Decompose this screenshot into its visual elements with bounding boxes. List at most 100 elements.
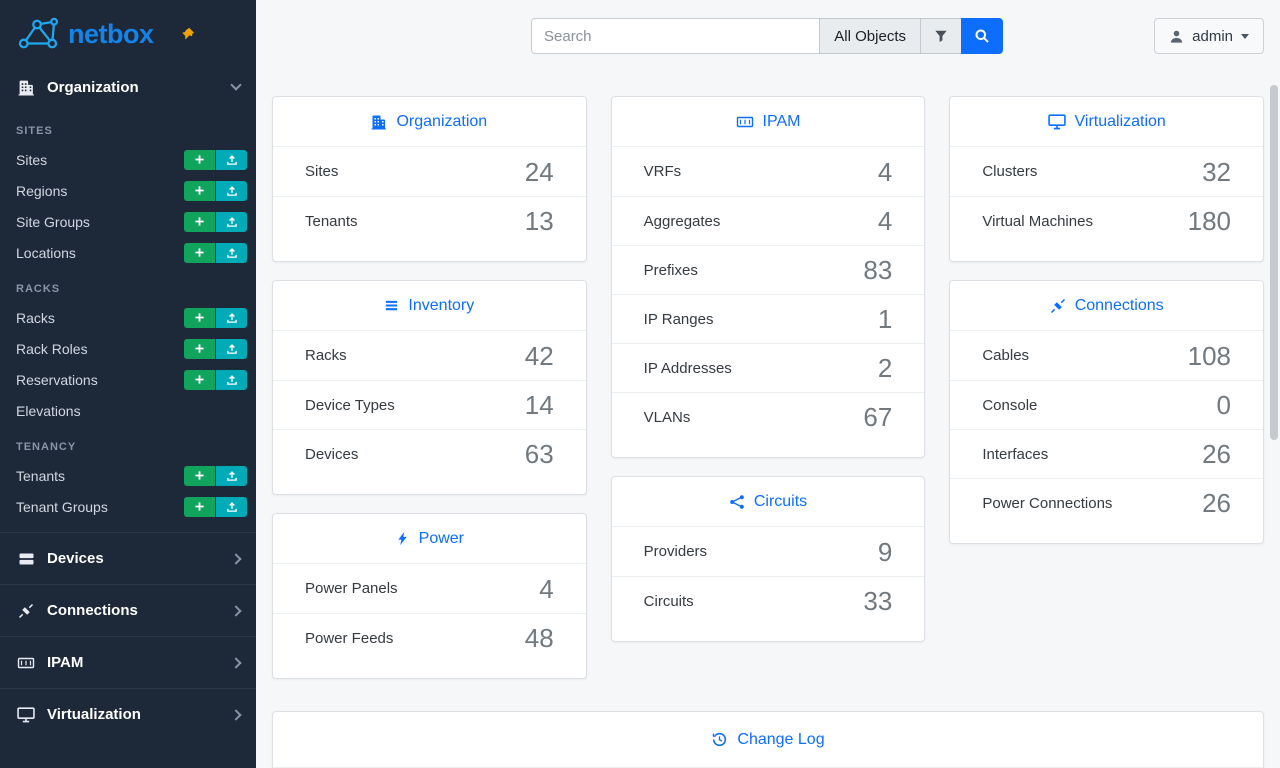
add-button[interactable] [184, 180, 215, 201]
add-button[interactable] [184, 307, 215, 328]
share-nodes-icon [729, 494, 745, 510]
stat-label: Virtual Machines [982, 212, 1093, 230]
section-label: IPAM [47, 654, 84, 671]
section-label: Connections [47, 602, 138, 619]
add-button[interactable] [184, 496, 215, 517]
add-button[interactable] [184, 242, 215, 263]
chevron-right-icon [230, 708, 242, 721]
import-button[interactable] [216, 211, 247, 232]
sidebar-item-site-groups[interactable]: Site Groups [0, 206, 256, 237]
sidebar-item-tenants[interactable]: Tenants [0, 460, 256, 491]
pin-sidebar-icon[interactable] [180, 27, 195, 42]
sidebar-section-connections[interactable]: Connections [0, 584, 256, 636]
sidebar-header: netbox [0, 0, 256, 64]
stat-value[interactable]: 13 [524, 206, 554, 236]
stat-value[interactable]: 14 [524, 390, 554, 420]
netbox-logo-icon [16, 16, 60, 52]
stat-value[interactable]: 24 [524, 156, 554, 187]
stat-value[interactable]: 108 [1187, 340, 1232, 371]
add-button[interactable] [184, 149, 215, 170]
stat-value[interactable]: 42 [524, 340, 554, 371]
stat-value[interactable]: 4 [877, 206, 893, 236]
object-type-select[interactable]: All Objects [819, 18, 921, 54]
stat-value[interactable]: 4 [539, 573, 554, 604]
stat-value[interactable]: 180 [1187, 206, 1232, 236]
sidebar-item-sites[interactable]: Sites [0, 144, 256, 175]
search-input[interactable] [531, 18, 821, 54]
add-button[interactable] [184, 211, 215, 232]
import-button[interactable] [216, 180, 247, 201]
import-button[interactable] [216, 496, 247, 517]
stat-value[interactable]: 48 [524, 623, 554, 653]
card-ipam: IPAM VRFs 4 Aggregates 4 Prefixes 83 [610, 96, 926, 458]
user-menu-button[interactable]: admin [1154, 18, 1264, 54]
item-actions [184, 242, 247, 263]
item-actions [184, 307, 247, 328]
card-connections: Connections Cables 108 Console 0 Interfa… [949, 280, 1265, 544]
sidebar-collapsed-sections: Devices Connections IPAM [0, 532, 256, 740]
card-body: Cables 108 Console 0 Interfaces 26 Power… [950, 331, 1264, 543]
nav-item-label: Locations [16, 244, 76, 261]
building-icon [16, 79, 36, 96]
sidebar-item-reservations[interactable]: Reservations [0, 364, 256, 395]
card-body: Providers 9 Circuits 33 [611, 527, 925, 641]
card-header: Connections [950, 281, 1264, 331]
sidebar-section-virtualization[interactable]: Virtualization [0, 688, 256, 740]
stat-value[interactable]: 63 [524, 439, 554, 469]
user-icon [1169, 29, 1184, 44]
sidebar-item-rack-roles[interactable]: Rack Roles [0, 333, 256, 364]
sidebar-item-regions[interactable]: Regions [0, 175, 256, 206]
card-organization: Organization Sites 24 Tenants 13 [272, 96, 587, 262]
stat-value[interactable]: 83 [863, 255, 893, 285]
scrollbar-thumb[interactable] [1270, 85, 1278, 440]
import-button[interactable] [216, 149, 247, 170]
stat-row: Tenants 13 [273, 196, 586, 245]
stat-value[interactable]: 0 [1216, 390, 1232, 420]
nav-item-label: Tenant Groups [16, 498, 108, 515]
card-inventory: Inventory Racks 42 Device Types 14 Devic… [272, 280, 587, 495]
sidebar-item-elevations[interactable]: Elevations [0, 395, 256, 426]
card-title: IPAM [762, 112, 801, 130]
item-actions [184, 180, 247, 201]
building-icon [371, 114, 387, 130]
import-button[interactable] [216, 307, 247, 328]
card-title: Organization [396, 112, 488, 130]
add-button[interactable] [184, 338, 215, 359]
stat-label: Power Connections [982, 494, 1113, 512]
card-changelog: Change Log [272, 711, 1264, 768]
scrollbar[interactable] [1268, 0, 1280, 768]
stat-value[interactable]: 33 [863, 586, 893, 616]
stat-value[interactable]: 32 [1202, 156, 1232, 187]
search-button[interactable] [961, 18, 1003, 54]
import-button[interactable] [216, 369, 247, 390]
group-heading-racks: RACKS [16, 283, 61, 295]
stat-value[interactable]: 2 [877, 353, 893, 383]
sidebar-section-devices[interactable]: Devices [0, 532, 256, 584]
stat-label: Console [982, 396, 1038, 414]
stat-label: IP Addresses [643, 359, 732, 377]
netbox-logo[interactable]: netbox [16, 16, 154, 52]
sidebar-section-organization[interactable]: Organization [0, 64, 256, 110]
stat-value[interactable]: 26 [1202, 439, 1232, 469]
filter-button[interactable] [920, 18, 962, 54]
nav-item-label: Elevations [16, 402, 81, 419]
stat-value[interactable]: 4 [877, 156, 893, 187]
sidebar-item-racks[interactable]: Racks [0, 302, 256, 333]
stat-row: Device Types 14 [273, 380, 586, 429]
sidebar-item-tenant-groups[interactable]: Tenant Groups [0, 491, 256, 522]
stat-value[interactable]: 1 [877, 304, 893, 334]
stat-value[interactable]: 9 [877, 536, 893, 567]
import-button[interactable] [216, 465, 247, 486]
stat-value[interactable]: 26 [1202, 488, 1232, 518]
chevron-right-icon [230, 656, 242, 669]
import-button[interactable] [216, 338, 247, 359]
nav-item-label: Regions [16, 182, 68, 199]
sidebar-item-locations[interactable]: Locations [0, 237, 256, 268]
import-button[interactable] [216, 242, 247, 263]
stat-value[interactable]: 67 [863, 402, 893, 432]
bolt-icon [395, 531, 410, 546]
add-button[interactable] [184, 369, 215, 390]
add-button[interactable] [184, 465, 215, 486]
sidebar-section-ipam[interactable]: IPAM [0, 636, 256, 688]
history-icon [711, 731, 728, 748]
